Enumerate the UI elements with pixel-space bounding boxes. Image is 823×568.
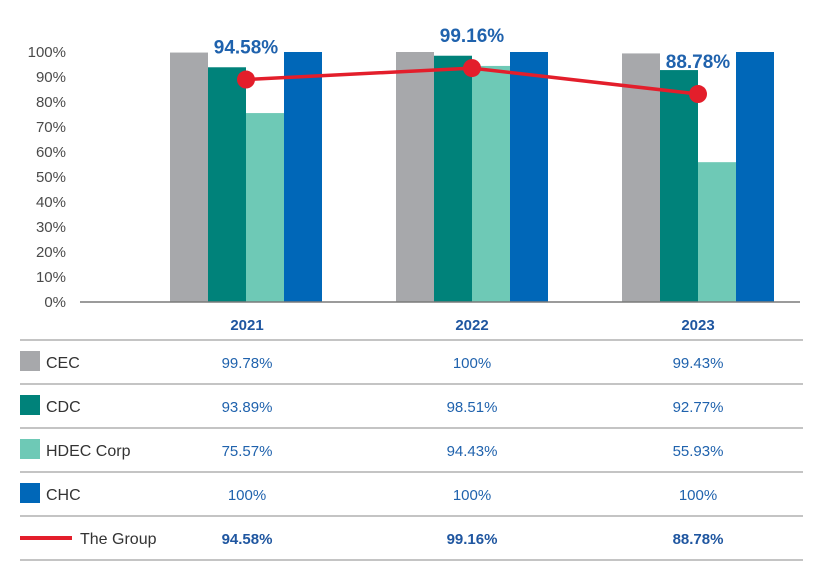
- table-cell: 100%: [679, 487, 717, 504]
- bar-chc-2021: [284, 52, 322, 302]
- y-tick-label: 90%: [36, 69, 66, 86]
- table-cell: 92.77%: [673, 399, 724, 416]
- table-cell: 55.93%: [673, 443, 724, 460]
- x-category-label: 2022: [455, 317, 488, 334]
- bar-chc-2022: [510, 52, 548, 302]
- legend-label: CHC: [46, 487, 81, 504]
- table-cell: 98.51%: [447, 399, 498, 416]
- table-cell: 99.16%: [447, 531, 498, 548]
- table-cell: 100%: [453, 487, 491, 504]
- y-tick-label: 10%: [36, 269, 66, 286]
- legend-label: CDC: [46, 399, 81, 416]
- legend-label: CEC: [46, 355, 80, 372]
- table-cell: 88.78%: [673, 531, 724, 548]
- y-tick-label: 80%: [36, 94, 66, 111]
- bar-hdec-corp-2021: [246, 113, 284, 302]
- y-tick-label: 100%: [28, 44, 66, 61]
- legend-swatch-chc: [20, 483, 40, 503]
- bar-cec-2022: [396, 52, 434, 302]
- table-cell: 99.43%: [673, 355, 724, 372]
- legend-swatch-cdc: [20, 395, 40, 415]
- y-tick-label: 20%: [36, 244, 66, 261]
- the-group-data-label: 99.16%: [440, 26, 505, 47]
- y-tick-label: 60%: [36, 144, 66, 161]
- x-category-label: 2023: [681, 317, 714, 334]
- y-tick-label: 70%: [36, 119, 66, 136]
- bar-cec-2023: [622, 53, 660, 302]
- the-group-point-2023: [689, 85, 707, 104]
- bar-hdec-corp-2023: [698, 162, 736, 302]
- y-tick-label: 40%: [36, 194, 66, 211]
- bar-cdc-2022: [434, 55, 472, 302]
- table-cell: 100%: [228, 487, 266, 504]
- table-cell: 93.89%: [222, 399, 273, 416]
- bar-cec-2021: [170, 52, 208, 302]
- y-tick-label: 30%: [36, 219, 66, 236]
- the-group-point-2021: [237, 70, 255, 89]
- bar-cdc-2023: [660, 70, 698, 302]
- table-cell: 94.43%: [447, 443, 498, 460]
- bar-hdec-corp-2022: [472, 65, 510, 302]
- bar-chc-2023: [736, 52, 774, 302]
- the-group-point-2022: [463, 59, 481, 78]
- legend-label: HDEC Corp: [46, 443, 131, 460]
- y-tick-label: 50%: [36, 169, 66, 186]
- table-cell: 75.57%: [222, 443, 273, 460]
- table-cell: 99.78%: [222, 355, 273, 372]
- y-tick-label: 0%: [44, 294, 66, 311]
- the-group-data-label: 94.58%: [214, 38, 279, 59]
- legend-label: The Group: [80, 531, 157, 548]
- legend-swatch-cec: [20, 351, 40, 371]
- bar-cdc-2021: [208, 67, 246, 303]
- table-cell: 100%: [453, 355, 491, 372]
- legend-swatch-hdec-corp: [20, 439, 40, 459]
- the-group-data-label: 88.78%: [666, 52, 731, 73]
- table-cell: 94.58%: [222, 531, 273, 548]
- x-category-label: 2021: [230, 317, 263, 334]
